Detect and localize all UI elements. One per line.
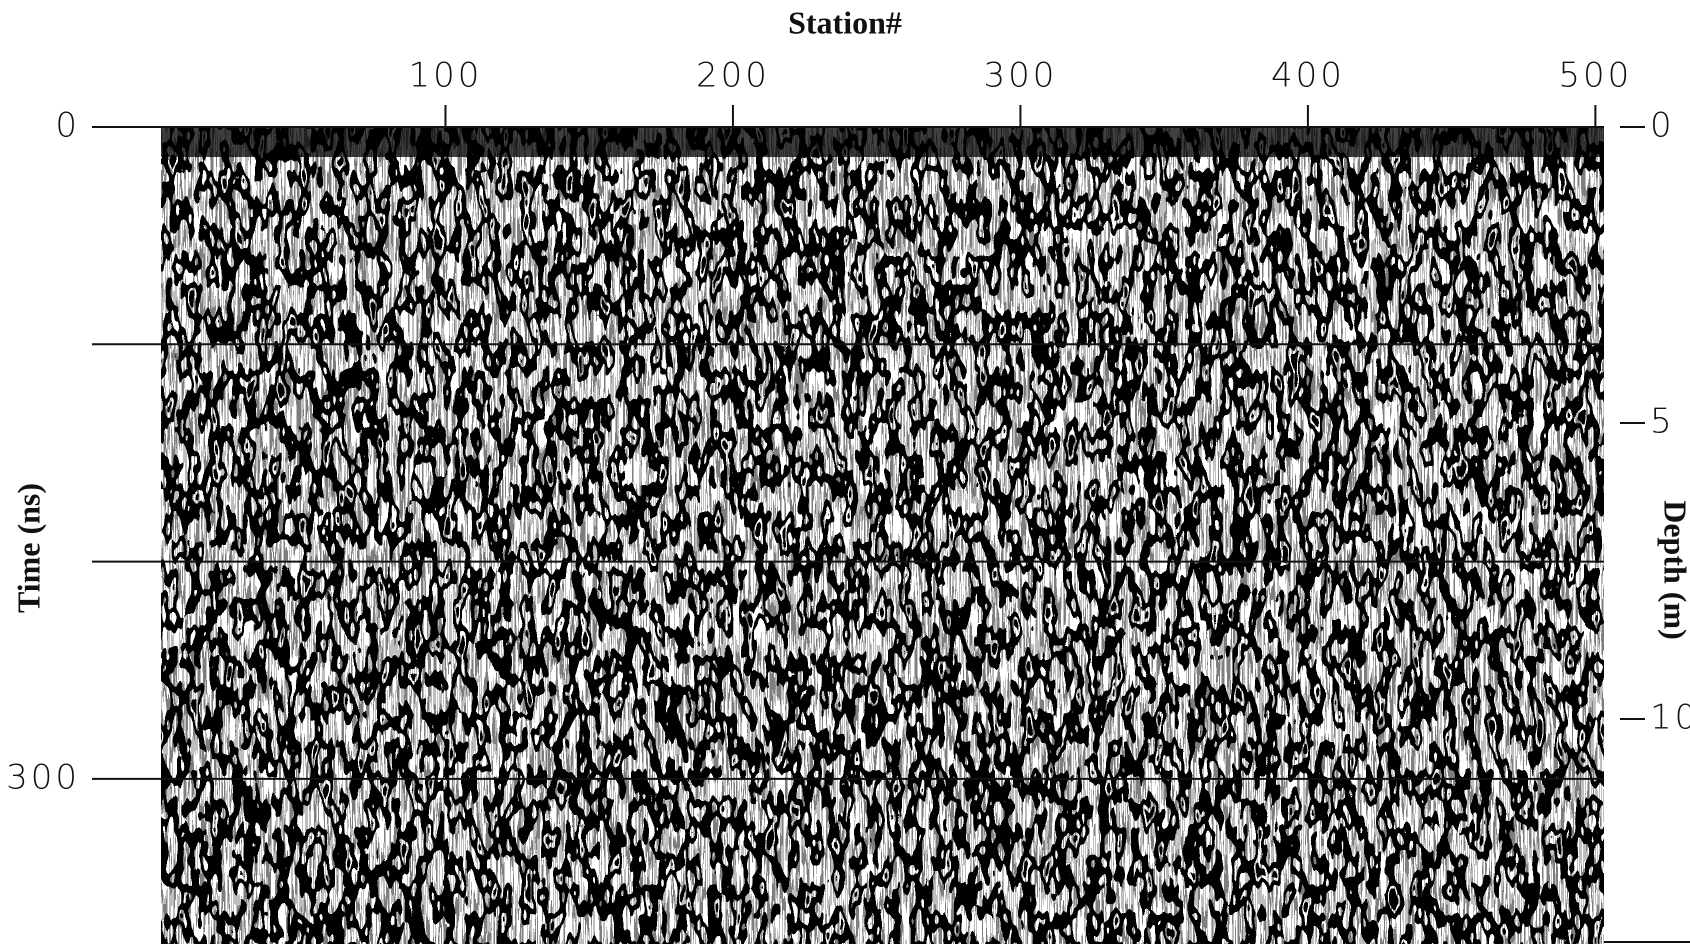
y-tick-label: 300 <box>6 757 80 797</box>
y-axis-title: Time (ns) <box>10 483 46 613</box>
y2-axis-title: Depth (m) <box>1658 500 1690 640</box>
x-tick-label: 100 <box>409 56 483 96</box>
x-tick-label: 200 <box>696 56 770 96</box>
x-axis-title: Station# <box>788 4 902 40</box>
y2-tick-label: 0 <box>1650 106 1675 146</box>
x-tick-label: 300 <box>983 56 1057 96</box>
y-tick-label: 0 <box>55 106 80 146</box>
x-tick-label: 500 <box>1558 56 1632 96</box>
y2-tick-label: 10 <box>1650 698 1690 738</box>
y2-tick-label: 5 <box>1650 402 1675 442</box>
x-tick-label: 400 <box>1271 56 1345 96</box>
radargram-image <box>161 127 1604 944</box>
